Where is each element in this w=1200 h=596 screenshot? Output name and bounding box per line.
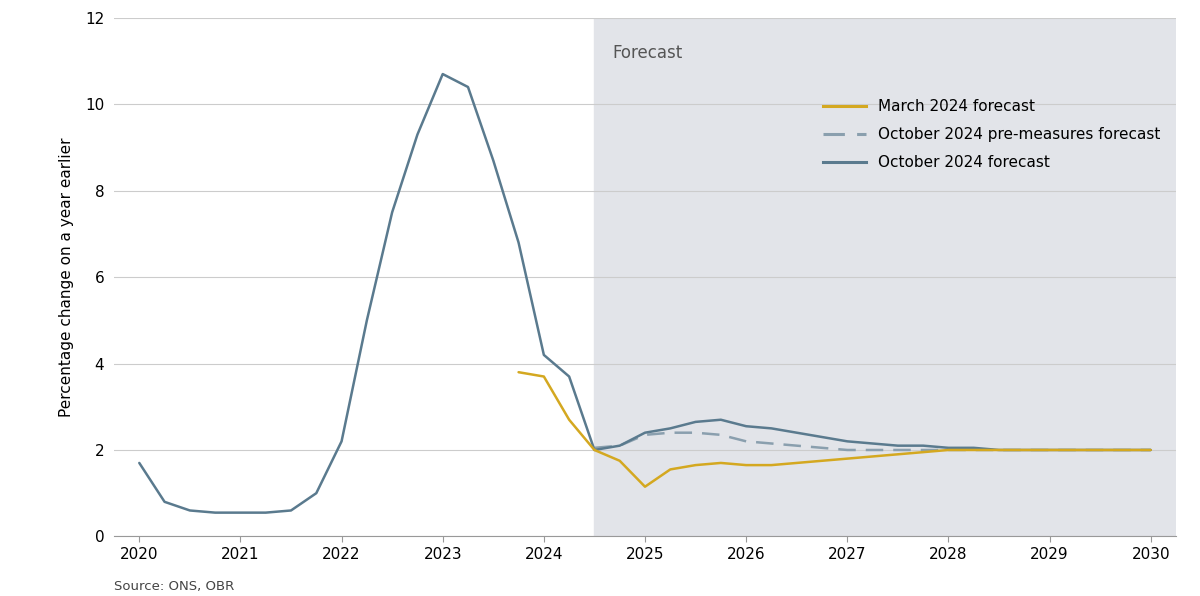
Legend: March 2024 forecast, October 2024 pre-measures forecast, October 2024 forecast: March 2024 forecast, October 2024 pre-me… — [817, 93, 1166, 176]
Text: Forecast: Forecast — [613, 44, 683, 62]
Y-axis label: Percentage change on a year earlier: Percentage change on a year earlier — [59, 138, 74, 417]
Bar — [594, 18, 1176, 536]
Text: Source: ONS, OBR: Source: ONS, OBR — [114, 580, 234, 593]
